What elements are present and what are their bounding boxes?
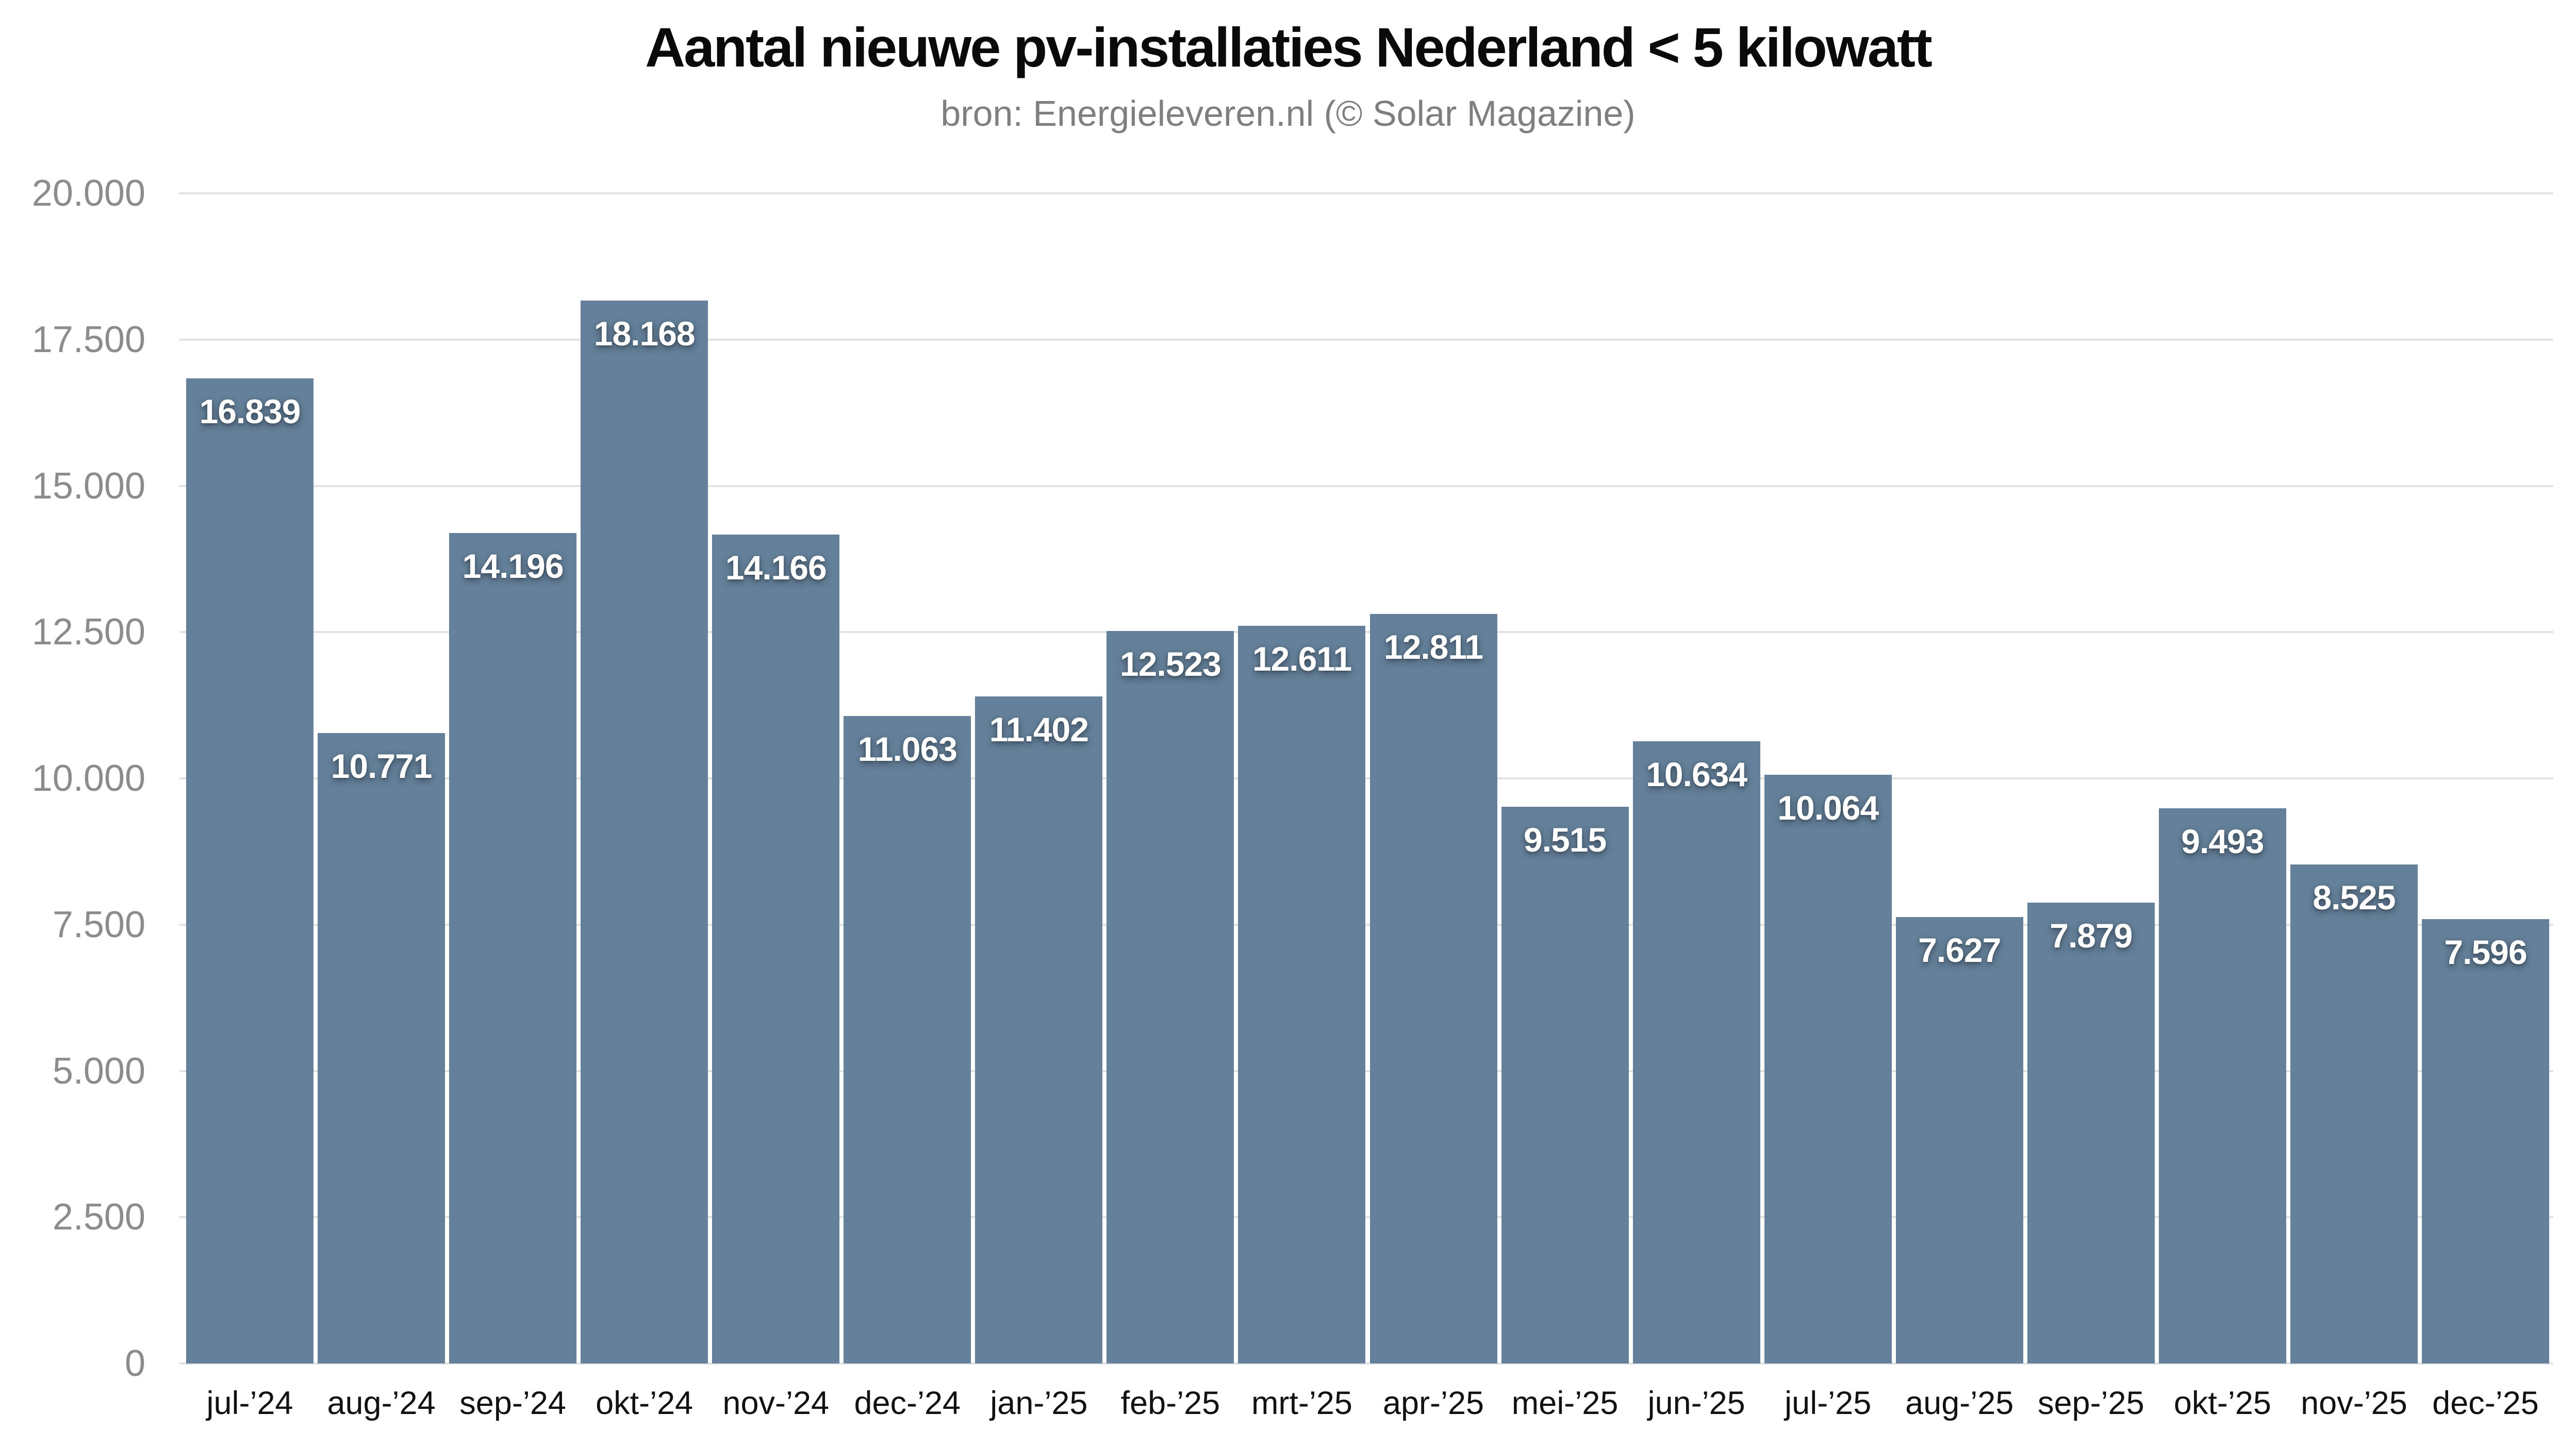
- bar-value-label: 12.523: [1119, 644, 1221, 683]
- bar-value-label: 10.064: [1777, 788, 1879, 827]
- bar-value-label: 9.493: [2181, 822, 2264, 860]
- gridline: [179, 631, 2553, 634]
- x-axis-tick-label: apr-’25: [1382, 1385, 1484, 1421]
- x-axis-tick-label: jan-’25: [990, 1385, 1088, 1421]
- y-axis-tick-label: 12.500: [31, 611, 145, 653]
- bar: 11.402: [975, 696, 1103, 1363]
- bar: 14.166: [712, 535, 840, 1363]
- x-axis-tick-label: mei-’25: [1511, 1385, 1619, 1421]
- bar: 9.515: [1501, 807, 1629, 1363]
- bar-value-label: 18.168: [593, 314, 696, 353]
- y-axis-tick-label: 7.500: [52, 904, 145, 945]
- bar: 10.064: [1764, 774, 1892, 1363]
- bar: 7.879: [2027, 902, 2155, 1363]
- x-axis-tick-label: jul-’24: [206, 1385, 293, 1421]
- bar-value-label: 7.879: [2050, 916, 2133, 955]
- chart-title: Aantal nieuwe pv-installaties Nederland …: [645, 16, 1933, 78]
- bar: 7.596: [2422, 919, 2550, 1363]
- bar: 12.611: [1238, 625, 1366, 1363]
- bar-value-label: 12.611: [1252, 639, 1352, 678]
- bar-value-label: 9.515: [1524, 821, 1607, 859]
- y-axis-tick-label: 15.000: [31, 465, 145, 507]
- bar-value-label: 7.596: [2444, 933, 2527, 971]
- x-axis-tick-label: mrt-’25: [1251, 1385, 1352, 1421]
- bar: 10.634: [1632, 741, 1760, 1363]
- bar-value-label: 11.402: [989, 710, 1089, 749]
- gridline: [179, 192, 2553, 194]
- gridline: [179, 923, 2553, 926]
- chart-subtitle: bron: Energieleveren.nl (© Solar Magazin…: [940, 93, 1636, 134]
- gridline: [179, 1070, 2553, 1072]
- y-axis-tick-label: 5.000: [52, 1050, 145, 1092]
- x-axis-tick-label: nov-’24: [722, 1385, 830, 1421]
- x-axis-tick-label: okt-’25: [2173, 1385, 2271, 1421]
- x-axis-tick-label: nov-’25: [2301, 1385, 2407, 1421]
- x-axis-tick-label: jun-’25: [1647, 1385, 1745, 1421]
- y-axis-tick-label: 17.500: [31, 319, 145, 360]
- gridline: [179, 485, 2553, 487]
- bar-value-label: 10.634: [1646, 755, 1747, 794]
- bar: 12.523: [1107, 630, 1234, 1363]
- x-axis-tick-label: dec-’24: [854, 1385, 961, 1421]
- bar: 12.811: [1369, 613, 1497, 1363]
- y-axis-tick-label: 2.500: [52, 1196, 145, 1238]
- bar-value-label: 16.839: [199, 392, 301, 430]
- bar: 11.063: [844, 716, 971, 1363]
- x-axis-tick-label: dec-’25: [2432, 1385, 2539, 1421]
- x-axis-tick-label: okt-’24: [596, 1385, 693, 1421]
- gridline: [179, 338, 2553, 341]
- bar: 7.627: [1895, 917, 2023, 1363]
- bar-value-label: 7.627: [1918, 931, 2001, 970]
- x-axis-tick-label: feb-’25: [1120, 1385, 1220, 1421]
- y-axis-tick-label: 10.000: [31, 758, 145, 799]
- y-axis-tick-label: 0: [124, 1343, 145, 1384]
- bar-value-label: 10.771: [331, 747, 433, 786]
- bar: 9.493: [2158, 808, 2286, 1363]
- x-axis-tick-label: jul-’25: [1785, 1385, 1872, 1421]
- bar: 8.525: [2290, 864, 2418, 1363]
- gridline: [179, 777, 2553, 779]
- x-axis-tick-label: sep-’24: [459, 1385, 566, 1421]
- x-axis-tick-label: aug-’24: [327, 1385, 436, 1421]
- bar: 16.839: [186, 378, 313, 1363]
- bar: 10.771: [318, 733, 445, 1363]
- bar-value-label: 14.196: [462, 546, 564, 585]
- bar: 14.196: [449, 533, 577, 1363]
- gridline: [179, 1362, 2553, 1365]
- bar-value-label: 11.063: [857, 730, 957, 769]
- bar-value-label: 8.525: [2313, 878, 2396, 917]
- bar: 18.168: [581, 300, 708, 1363]
- x-axis-tick-label: aug-’25: [1905, 1385, 2014, 1421]
- x-axis-tick-label: sep-’25: [2038, 1385, 2144, 1421]
- bar-value-label: 14.166: [725, 548, 827, 587]
- bar-value-label: 12.811: [1383, 627, 1483, 666]
- y-axis-tick-label: 20.000: [31, 173, 145, 214]
- gridline: [179, 1216, 2553, 1219]
